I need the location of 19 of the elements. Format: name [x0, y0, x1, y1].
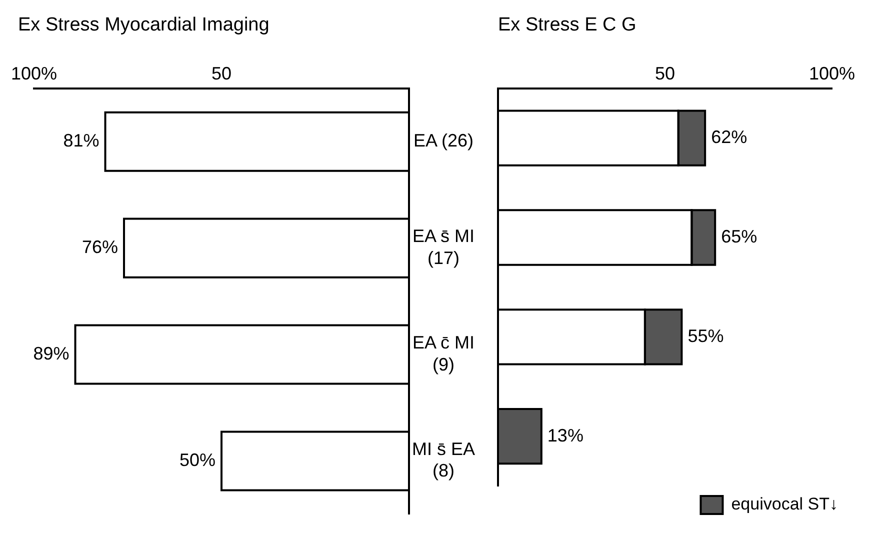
- data-label: 50%: [179, 450, 216, 470]
- data-label: 81%: [63, 130, 100, 151]
- data-label: 76%: [82, 237, 118, 258]
- x-tick-label: 100%: [808, 64, 856, 84]
- y-tick-label: EA c̄ MI (9): [412, 332, 475, 374]
- x-tick-label: 50: [211, 64, 232, 84]
- y-tick-label: MI s̄ EA (8): [412, 439, 476, 481]
- x-tick-label: 50: [654, 64, 676, 84]
- total-label: 65%: [721, 226, 758, 246]
- total-label: 62%: [711, 127, 748, 148]
- total-label: 13%: [547, 425, 584, 446]
- data-label: 89%: [33, 343, 70, 364]
- chart-title: Ex Stress Myocardial Imaging: [18, 14, 270, 36]
- x-tick-label: 100%: [10, 64, 58, 84]
- total-label: 55%: [688, 326, 724, 346]
- legend-label: equivocal ST↓: [731, 494, 838, 514]
- y-tick-label: EA (26): [413, 130, 474, 151]
- y-tick-label: EA s̄ MI (17): [412, 226, 475, 268]
- chart-title: Ex Stress E C G: [498, 14, 636, 36]
